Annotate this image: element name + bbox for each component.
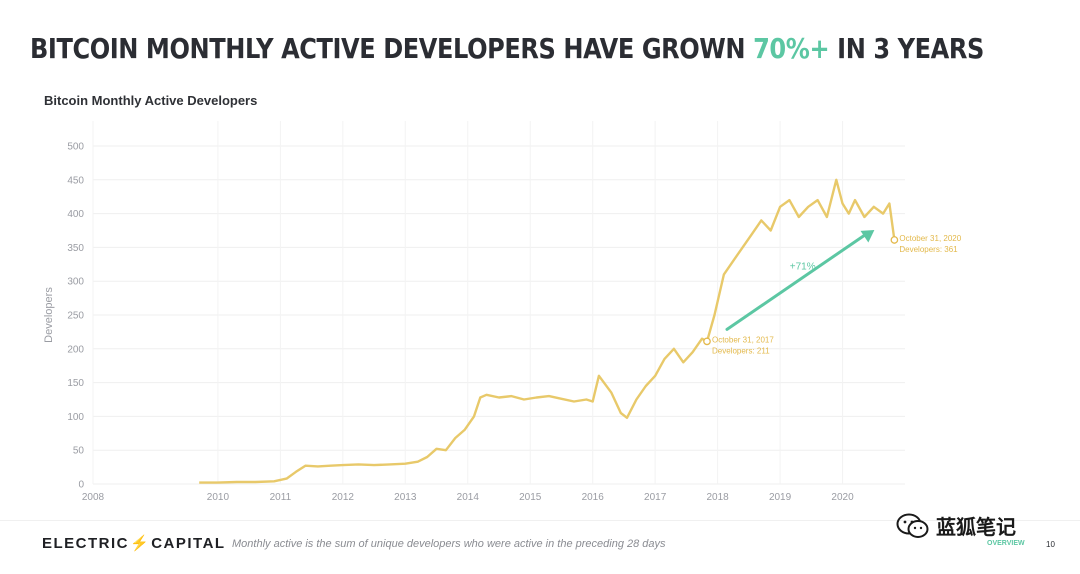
- y-tick-label: 400: [67, 209, 84, 220]
- x-tick-label: 2011: [270, 492, 292, 503]
- annotation-value: Developers: 361: [899, 245, 958, 254]
- arrow-head-icon: [860, 229, 875, 243]
- x-tick-label: 2008: [82, 492, 105, 503]
- x-tick-label: 2013: [394, 492, 417, 503]
- slide-headline: BITCOIN MONTHLY ACTIVE DEVELOPERS HAVE G…: [30, 32, 984, 65]
- watermark-text: 蓝狐笔记: [936, 517, 1016, 539]
- annotation-date: October 31, 2017: [712, 335, 774, 344]
- brand-text-left: ELECTRIC: [42, 535, 129, 552]
- x-tick-label: 2019: [769, 492, 792, 503]
- x-tick-label: 2015: [519, 492, 542, 503]
- section-tag: OVERVIEW: [987, 540, 1025, 547]
- annotations: October 31, 2017 Developers: 211 October 3…: [703, 234, 962, 355]
- headline-text-pre: BITCOIN MONTHLY ACTIVE DEVELOPERS HAVE G…: [30, 32, 754, 65]
- footnote: Monthly active is the sum of unique deve…: [232, 538, 666, 550]
- y-tick-label: 150: [67, 378, 84, 389]
- page-number: 10: [1046, 540, 1055, 549]
- growth-label: +71%: [790, 262, 816, 273]
- y-tick-label: 500: [67, 142, 84, 153]
- grid-lines: [92, 121, 905, 485]
- growth-arrow-line: [725, 232, 868, 331]
- footer-divider: [0, 520, 1080, 521]
- annotation-marker: [703, 337, 711, 346]
- y-tick-label: 100: [67, 412, 84, 423]
- y-tick-label: 350: [67, 243, 84, 254]
- brand-logo: ELECTRIC⚡CAPITAL: [42, 534, 226, 552]
- growth-arrow: [725, 229, 875, 331]
- x-tick-label: 2014: [457, 492, 480, 503]
- x-tick-label: 2016: [582, 492, 605, 503]
- x-tick-label: 2017: [644, 492, 667, 503]
- series-line: [199, 178, 896, 484]
- bolt-icon: ⚡: [130, 535, 151, 552]
- annotation-date: October 31, 2020: [899, 234, 961, 243]
- y-tick-label: 250: [67, 311, 84, 322]
- x-tick-label: 2020: [831, 492, 854, 503]
- y-tick-label: 450: [67, 175, 84, 186]
- x-tick-label: 2018: [706, 492, 729, 503]
- y-axis-ticks: 0 50 100 150 200 250 300 350 400 450 500: [67, 142, 84, 491]
- y-tick-label: 0: [78, 480, 84, 491]
- x-axis-ticks: 2008 2010 2011 2012 2013 2014 2015 2016 2017 2018…: [82, 492, 854, 503]
- y-axis-label: Developers: [43, 287, 55, 343]
- y-tick-label: 200: [67, 344, 84, 355]
- wechat-icon: [896, 513, 929, 538]
- y-tick-label: 300: [67, 277, 84, 288]
- chart-title: Bitcoin Monthly Active Developers: [44, 93, 258, 108]
- x-tick-label: 2012: [332, 492, 355, 503]
- brand-text-right: CAPITAL: [151, 535, 226, 552]
- watermark: 蓝狐笔记: [896, 511, 1016, 540]
- headline-text-post: IN 3 YEARS: [829, 32, 984, 65]
- x-tick-label: 2010: [207, 492, 230, 503]
- annotation-value: Developers: 211: [712, 346, 770, 355]
- y-tick-label: 50: [73, 446, 85, 457]
- headline-accent: 70%+: [753, 32, 830, 65]
- annotation-marker: [890, 236, 899, 244]
